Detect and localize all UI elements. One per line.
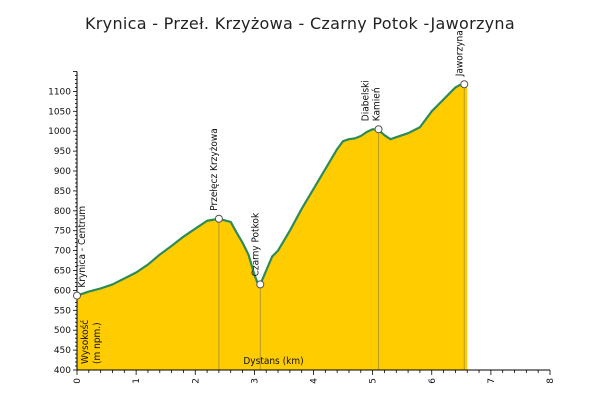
- y-axis-label: Wysokość: [79, 320, 91, 364]
- waypoint-marker: [214, 214, 223, 223]
- waypoint-marker: [374, 125, 383, 134]
- waypoint-label: Czarny Potkok: [250, 212, 261, 276]
- y-tick-label: 400: [54, 366, 71, 376]
- y-tick-label: 1050: [48, 107, 71, 117]
- x-tick-label: 8: [546, 378, 556, 384]
- waypoint-label: Krynica - Centrum: [77, 206, 88, 288]
- waypoint-label: Przełęcz Krzyżowa: [209, 128, 220, 211]
- y-tick-label: 550: [54, 306, 71, 316]
- y-tick-label: 600: [54, 286, 71, 296]
- waypoint-label: Kamień: [371, 87, 383, 121]
- x-axis-label: Dystans (km): [243, 356, 303, 367]
- waypoint-label: Diabelski: [361, 80, 372, 121]
- x-tick-label: 1: [132, 378, 142, 384]
- elevation-line: [76, 83, 468, 297]
- x-tick-label: 6: [428, 378, 438, 384]
- y-axis-label: (m npm.): [92, 322, 103, 364]
- x-tick-label: 2: [191, 378, 201, 384]
- y-tick-label: 700: [54, 247, 71, 257]
- waypoint-marker: [460, 80, 469, 89]
- y-tick-label: 850: [54, 187, 71, 197]
- chart-title: Krynica - Przeł. Krzyżowa - Czarny Potok…: [85, 14, 515, 33]
- y-tick-label: 1100: [48, 87, 71, 97]
- y-tick-label: 500: [54, 326, 71, 336]
- y-tick-label: 800: [54, 207, 71, 217]
- x-tick-label: 5: [369, 378, 379, 384]
- elevation-area: [77, 84, 468, 371]
- x-tick-label: 3: [250, 378, 260, 384]
- y-tick-label: 900: [54, 167, 71, 177]
- waypoint-marker: [73, 291, 81, 300]
- x-tick-label: 0: [73, 378, 83, 384]
- y-tick-label: 650: [54, 267, 71, 277]
- y-tick-label: 450: [54, 346, 71, 356]
- y-tick-label: 950: [54, 147, 71, 157]
- x-tick-label: 4: [310, 378, 320, 384]
- y-tick-label: 750: [54, 227, 71, 237]
- waypoint-label: Jaworzyna: [454, 30, 465, 77]
- x-tick-label: 7: [487, 378, 497, 384]
- y-tick-label: 1000: [48, 127, 71, 137]
- waypoint-marker: [256, 280, 265, 289]
